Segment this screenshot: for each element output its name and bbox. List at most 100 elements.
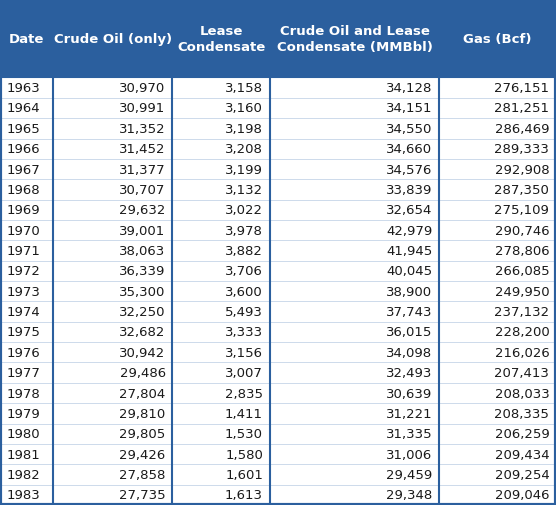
Text: 1977: 1977 [7,367,41,379]
Text: 34,660: 34,660 [386,143,433,156]
Bar [270,342,439,363]
Text: 275,109: 275,109 [494,204,549,217]
Bar [53,465,172,485]
Bar [439,139,556,160]
Text: 276,151: 276,151 [494,82,549,95]
Text: 29,426: 29,426 [120,448,166,461]
Text: 30,942: 30,942 [120,346,166,359]
Bar [270,363,439,383]
Bar [439,281,556,302]
Text: 1,530: 1,530 [225,427,263,440]
Bar [0,424,53,444]
Text: 281,251: 281,251 [494,103,549,115]
Text: 1968: 1968 [7,183,40,196]
Bar [53,160,172,180]
Bar [172,281,270,302]
Text: 1966: 1966 [7,143,40,156]
Text: 35,300: 35,300 [120,285,166,298]
Bar [53,221,172,241]
Bar [439,322,556,342]
Text: 32,682: 32,682 [120,326,166,339]
Bar [53,383,172,403]
Text: 5,493: 5,493 [225,306,263,319]
Text: 289,333: 289,333 [494,143,549,156]
Bar [270,78,439,98]
Text: 228,200: 228,200 [495,326,549,339]
Text: 30,639: 30,639 [386,387,433,400]
Text: 290,746: 290,746 [495,224,549,237]
Bar [270,444,439,465]
Text: 29,486: 29,486 [120,367,166,379]
Bar [270,281,439,302]
Bar [270,180,439,200]
Text: 34,550: 34,550 [386,123,433,135]
Text: 29,348: 29,348 [386,488,433,501]
Bar [270,98,439,119]
Text: 3,600: 3,600 [225,285,263,298]
Bar [0,98,53,119]
Bar [439,444,556,465]
Text: 208,335: 208,335 [494,407,549,420]
Bar [270,221,439,241]
Bar [172,403,270,424]
Bar [172,221,270,241]
Text: 278,806: 278,806 [495,244,549,258]
Bar [439,160,556,180]
Text: 31,006: 31,006 [386,448,433,461]
Text: 237,132: 237,132 [494,306,549,319]
Bar [0,383,53,403]
Bar [270,200,439,221]
Text: 3,160: 3,160 [225,103,263,115]
Bar [172,261,270,281]
Bar [270,0,439,78]
Text: 32,250: 32,250 [119,306,166,319]
Bar [53,139,172,160]
Text: 207,413: 207,413 [494,367,549,379]
Text: 40,045: 40,045 [386,265,433,278]
Bar [0,221,53,241]
Bar [172,322,270,342]
Bar [270,302,439,322]
Bar [53,302,172,322]
Bar [0,363,53,383]
Bar [172,160,270,180]
Text: 1963: 1963 [7,82,41,95]
Text: 286,469: 286,469 [495,123,549,135]
Bar [439,241,556,261]
Bar [172,342,270,363]
Bar [0,322,53,342]
Text: 30,991: 30,991 [120,103,166,115]
Bar [0,160,53,180]
Bar [0,281,53,302]
Bar [270,424,439,444]
Text: 31,452: 31,452 [119,143,166,156]
Text: 42,979: 42,979 [386,224,433,237]
Bar [172,98,270,119]
Bar [439,465,556,485]
Bar [53,424,172,444]
Text: 266,085: 266,085 [495,265,549,278]
Bar [53,261,172,281]
Bar [270,485,439,505]
Text: 27,858: 27,858 [120,468,166,481]
Text: 1,411: 1,411 [225,407,263,420]
Text: 3,978: 3,978 [225,224,263,237]
Text: 1,601: 1,601 [225,468,263,481]
Text: 1975: 1975 [7,326,41,339]
Bar [270,465,439,485]
Bar [439,383,556,403]
Bar [0,465,53,485]
Text: 31,377: 31,377 [119,163,166,176]
Text: 1980: 1980 [7,427,40,440]
Bar [0,342,53,363]
Bar [439,342,556,363]
Text: Crude Oil (only): Crude Oil (only) [53,33,172,45]
Bar [439,119,556,139]
Bar [439,0,556,78]
Text: 29,459: 29,459 [386,468,433,481]
Text: 216,026: 216,026 [495,346,549,359]
Bar [53,444,172,465]
Text: 209,254: 209,254 [495,468,549,481]
Bar [172,485,270,505]
Text: 32,654: 32,654 [386,204,433,217]
